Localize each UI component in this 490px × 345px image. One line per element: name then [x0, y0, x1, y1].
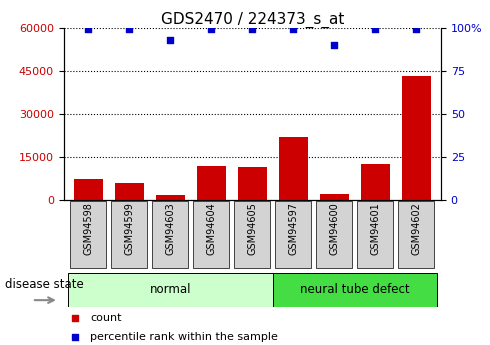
Bar: [197, 166, 226, 200]
Text: GSM94605: GSM94605: [247, 202, 257, 255]
FancyBboxPatch shape: [357, 201, 393, 268]
Text: normal: normal: [149, 283, 191, 296]
Title: GDS2470 / 224373_s_at: GDS2470 / 224373_s_at: [161, 11, 344, 28]
FancyBboxPatch shape: [152, 201, 188, 268]
FancyBboxPatch shape: [275, 201, 312, 268]
Point: [290, 27, 297, 32]
Bar: [115, 184, 144, 200]
Bar: [273, 273, 437, 307]
Point: [330, 42, 338, 48]
Text: GSM94598: GSM94598: [83, 202, 93, 255]
FancyBboxPatch shape: [234, 201, 270, 268]
Point: [167, 37, 174, 42]
FancyBboxPatch shape: [398, 201, 435, 268]
Point: [71, 334, 79, 339]
Text: GSM94603: GSM94603: [165, 202, 175, 255]
Text: GSM94597: GSM94597: [288, 202, 298, 255]
Point: [207, 27, 215, 32]
Bar: [402, 77, 431, 200]
Point: [413, 27, 420, 32]
Point: [125, 27, 133, 32]
Bar: [68, 273, 273, 307]
Bar: [320, 194, 349, 200]
Bar: [74, 179, 103, 200]
Text: disease state: disease state: [5, 278, 84, 291]
Text: neural tube defect: neural tube defect: [300, 283, 410, 296]
Point: [371, 27, 379, 32]
Text: GSM94602: GSM94602: [412, 202, 421, 255]
Text: GSM94599: GSM94599: [124, 202, 134, 255]
Text: GSM94601: GSM94601: [370, 202, 380, 255]
Text: count: count: [90, 314, 122, 323]
Point: [71, 316, 79, 321]
Bar: [238, 167, 267, 200]
Point: [84, 27, 92, 32]
Point: [248, 27, 256, 32]
Bar: [279, 137, 308, 200]
FancyBboxPatch shape: [70, 201, 106, 268]
FancyBboxPatch shape: [317, 201, 352, 268]
Bar: [156, 195, 185, 200]
Text: GSM94600: GSM94600: [329, 202, 340, 255]
FancyBboxPatch shape: [111, 201, 147, 268]
Text: percentile rank within the sample: percentile rank within the sample: [90, 332, 278, 342]
Bar: [361, 164, 390, 200]
Text: GSM94604: GSM94604: [206, 202, 217, 255]
FancyBboxPatch shape: [193, 201, 229, 268]
